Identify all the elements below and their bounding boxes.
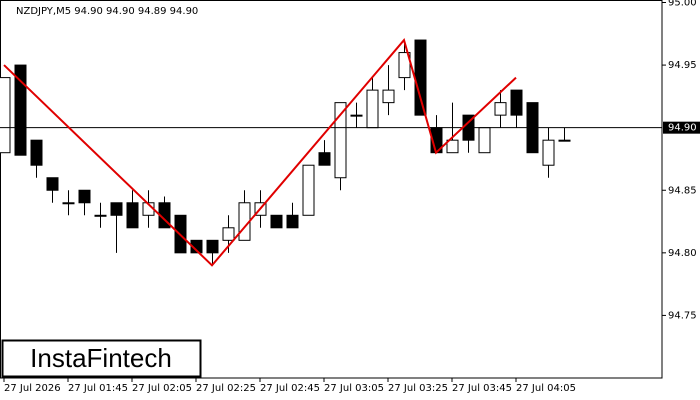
candle-body <box>542 139 555 166</box>
logo: InstaFintech <box>30 343 172 373</box>
y-tick-label: 95.00 <box>668 0 697 9</box>
candle-body <box>126 202 139 229</box>
candle-body <box>510 89 523 116</box>
y-tick-label: 94.80 <box>668 248 697 259</box>
candle-body <box>334 102 347 179</box>
current-price-label: 94.90 <box>668 123 697 134</box>
x-tick-label: 27 Jul 03:45 <box>452 383 512 394</box>
candle-body <box>414 39 427 116</box>
x-tick-label: 27 Jul 03:05 <box>324 383 384 394</box>
logo-box <box>1 339 202 378</box>
candle-body <box>222 227 235 241</box>
candle-body <box>398 52 411 79</box>
pattern-line <box>3 37 517 267</box>
x-tick-label: 27 Jul 01:45 <box>68 383 128 394</box>
candle-body <box>270 214 283 229</box>
candle-body <box>206 239 219 254</box>
y-tick-label: 94.85 <box>668 185 697 196</box>
x-tick-label: 27 Jul 02:45 <box>260 383 320 394</box>
candle-body <box>302 164 315 216</box>
candle-body <box>62 202 75 205</box>
candle-body <box>30 139 43 166</box>
x-tick-label: 27 Jul 04:05 <box>516 383 576 394</box>
candle-body <box>478 127 491 154</box>
y-tick-label: 94.75 <box>668 310 697 321</box>
candle-body <box>366 89 379 129</box>
x-tick-label: 27 Jul 02:05 <box>132 383 192 394</box>
candle-body <box>286 214 299 229</box>
candle-body <box>46 177 59 191</box>
candle-body <box>190 239 203 254</box>
candle-body <box>14 64 27 156</box>
current-price-box <box>663 121 700 134</box>
candle-body <box>494 102 507 116</box>
candle-body <box>0 77 11 154</box>
candle-body <box>318 152 331 166</box>
chart-title: NZDJPY,M5 94.90 94.90 94.89 94.90 <box>16 6 198 17</box>
candle-body <box>382 89 395 104</box>
candle-body <box>446 139 459 154</box>
candle-body <box>558 139 571 142</box>
x-tick-label: 27 Jul 02:25 <box>196 383 256 394</box>
x-tick-label: 27 Jul 03:25 <box>388 383 448 394</box>
candle-body <box>110 202 123 216</box>
plot-frame <box>0 0 663 379</box>
candle-body <box>78 189 91 204</box>
x-tick-label: 27 Jul 2026 <box>4 383 61 394</box>
candle-body <box>350 114 363 117</box>
candle-body <box>94 214 107 217</box>
y-tick-label: 94.95 <box>668 60 697 71</box>
